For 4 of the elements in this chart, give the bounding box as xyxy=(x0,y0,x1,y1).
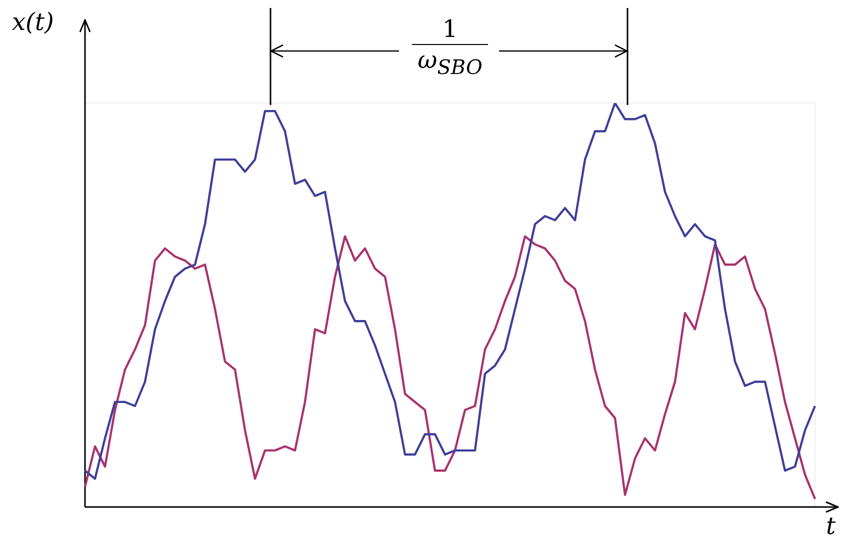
text: ω$_{SBO}$ xyxy=(412,44,488,82)
x-axis-title: t xyxy=(826,512,836,540)
y-axis-title: x(t) xyxy=(12,8,54,36)
text: 1 xyxy=(441,14,459,44)
